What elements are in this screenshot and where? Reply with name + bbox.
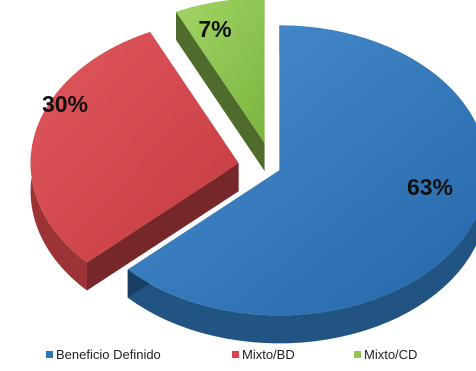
legend-item-mixto-bd: Mixto/BD [232,347,295,362]
data-label-mixto-bd: 30% [42,91,88,117]
legend-swatch-mixto-cd [354,351,361,358]
legend-label: Mixto/BD [242,347,295,362]
data-label-beneficio-definido: 63% [407,174,453,200]
pie-slice-mixto-bd [30,32,239,263]
pie-slice-side-beneficio-definido [127,25,476,344]
data-label-mixto-cd: 7% [198,16,231,42]
pie-slice-beneficio-definido [127,25,476,316]
pie-slice-wall-mixto-cd-start [176,11,265,172]
legend-label: Mixto/CD [364,347,418,362]
pie-slice-wall-mixto-bd-start [86,163,239,291]
legend-label: Beneficio Definido [56,347,161,362]
legend: Beneficio Definido Mixto/BD Mixto/CD [0,347,476,367]
legend-swatch-beneficio-definido [46,351,53,358]
pie-slice-mixto-cd [176,0,265,144]
legend-item-beneficio-definido: Beneficio Definido [46,347,161,362]
legend-swatch-mixto-bd [232,351,239,358]
legend-item-mixto-cd: Mixto/CD [354,347,417,362]
